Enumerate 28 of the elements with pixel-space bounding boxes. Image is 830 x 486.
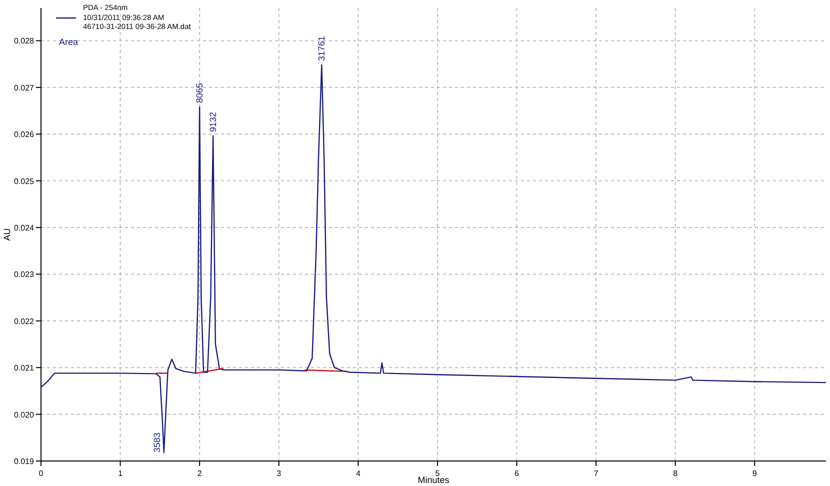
y-tick-label: 0.028 bbox=[14, 36, 35, 46]
x-tick-label: 6 bbox=[514, 469, 520, 478]
annotation: 9132 bbox=[208, 112, 218, 132]
annotation: 31761 bbox=[316, 36, 327, 61]
annotation: 3583 bbox=[152, 432, 162, 453]
x-tick-label: 0 bbox=[38, 469, 44, 478]
y-tick-label: 0.027 bbox=[14, 83, 35, 92]
y-axis-title: AU bbox=[2, 228, 12, 241]
y-tick-label: 0.022 bbox=[14, 316, 35, 326]
line-series bbox=[41, 64, 826, 454]
x-tick-label: 1 bbox=[118, 469, 124, 478]
y-tick-label: 0.024 bbox=[14, 223, 35, 232]
x-tick-label: 8 bbox=[673, 469, 678, 478]
x-axis-title: Minutes bbox=[418, 475, 450, 485]
x-tick-label: 5 bbox=[435, 469, 440, 478]
x-tick-label: 3 bbox=[276, 469, 282, 478]
y-tick-label: 0.023 bbox=[14, 270, 35, 280]
x-tick-label: 7 bbox=[594, 469, 599, 478]
y-tick-label: 0.019 bbox=[14, 457, 35, 466]
y-tick-label: 0.025 bbox=[14, 176, 35, 186]
annotation: Area bbox=[59, 37, 78, 47]
y-tick-label: 0.020 bbox=[14, 410, 35, 420]
y-tick-label: 0.021 bbox=[14, 364, 35, 373]
x-tick-label: 2 bbox=[197, 469, 202, 478]
x-tick-label: 4 bbox=[356, 469, 361, 478]
annotation: 8065 bbox=[194, 82, 205, 104]
x-tick-label: 9 bbox=[752, 469, 758, 478]
y-tick-label: 0.026 bbox=[14, 130, 35, 140]
